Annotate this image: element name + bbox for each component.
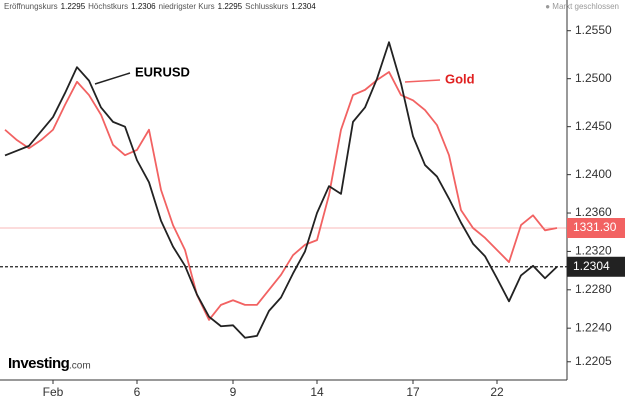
y-tick-label: 1.2280 [575, 282, 612, 296]
series-annotation: Gold [445, 71, 475, 86]
ohlc-value: 1.2295 [217, 2, 243, 11]
last-value-box [567, 256, 625, 277]
annotation-leader [404, 79, 441, 83]
x-tick-label: 9 [230, 385, 237, 399]
ohlc-label: Eröffnungskurs [4, 2, 58, 11]
ohlc-value: 1.2304 [291, 2, 316, 11]
y-tick-label: 1.2320 [575, 244, 612, 258]
last-value-label: 1.2304 [573, 259, 610, 273]
ohlc-label: Schlusskurs [245, 2, 289, 11]
series-line [4, 41, 558, 339]
y-tick-label: 1.2450 [575, 119, 612, 133]
last-value-label: 1331.30 [573, 220, 617, 234]
annotation-leader [94, 72, 131, 85]
y-tick-label: 1.2205 [575, 354, 612, 368]
ohlc-label: Höchstkurs [88, 2, 129, 11]
ohlc-legend: Eröffnungskurs 1.2295 Höchstkurs 1.2306 nied… [4, 2, 319, 11]
x-tick-label: 6 [134, 385, 141, 399]
series-line [4, 71, 558, 321]
y-tick-label: 1.2360 [575, 205, 612, 219]
ohlc-value: 1.2306 [131, 2, 156, 11]
market-status: ● Markt geschlossen [545, 2, 619, 11]
y-tick-label: 1.2500 [575, 71, 612, 85]
x-tick-label: 22 [490, 385, 504, 399]
x-tick-label: Feb [43, 385, 64, 399]
watermark-logo: Investing [8, 355, 70, 372]
ohlc-label: niedrigster Kurs [158, 2, 215, 11]
status-text: Markt geschlossen [552, 2, 619, 11]
y-tick-label: 1.2400 [575, 167, 612, 181]
ohlc-value: 1.2295 [60, 2, 86, 11]
y-tick-label: 1.2240 [575, 320, 612, 334]
watermark-suffix: .com [69, 361, 91, 372]
y-tick-label: 1.2550 [575, 23, 612, 37]
last-value-box [567, 218, 625, 238]
x-tick-label: 17 [406, 385, 420, 399]
series-annotation: EURUSD [135, 64, 190, 79]
x-tick-label: 14 [310, 385, 324, 399]
